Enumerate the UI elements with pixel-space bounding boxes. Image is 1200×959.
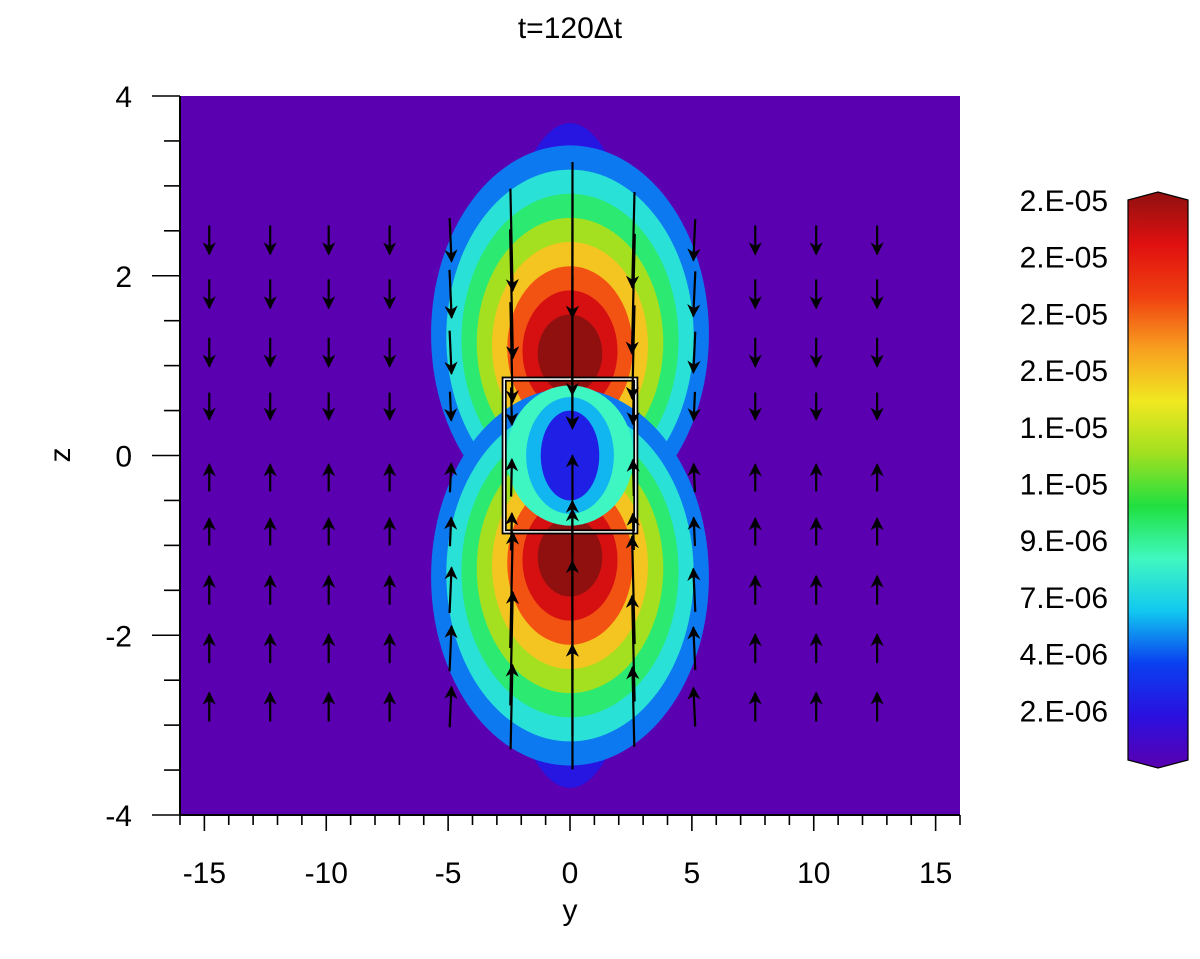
y-tick-label: -4 xyxy=(105,800,132,833)
vector-arrow xyxy=(625,305,640,401)
vector-arrow xyxy=(444,566,458,614)
vector-arrow xyxy=(626,387,640,426)
vector-arrow xyxy=(444,462,458,493)
colorbar-gradient xyxy=(1127,191,1189,769)
vector-arrow xyxy=(444,624,458,672)
field-lobe-level xyxy=(537,517,603,597)
vector-arrow xyxy=(505,302,519,404)
vector-arrow xyxy=(687,686,701,727)
y-axis: -4 -2 0 2 4 xyxy=(105,81,181,833)
vector-arrow xyxy=(687,271,701,318)
vector-arrow xyxy=(505,458,519,497)
colorbar-label: 7.E-06 xyxy=(1020,582,1108,615)
vector-arrow xyxy=(444,391,458,422)
vector-arrow xyxy=(687,219,701,262)
vector-arrow xyxy=(625,233,639,355)
cavity-center xyxy=(540,410,600,501)
vector-arrow xyxy=(505,663,519,750)
vector-arrow xyxy=(444,516,458,547)
colorbar-label: 2.E-05 xyxy=(1020,355,1108,388)
y-tick-label: 2 xyxy=(115,261,132,294)
field-lobe-level xyxy=(537,314,603,394)
x-axis-label: y xyxy=(563,894,578,927)
colorbar-label: 1.E-05 xyxy=(1020,469,1108,502)
x-tick-label: 10 xyxy=(797,857,830,890)
vector-arrow xyxy=(444,330,458,375)
colorbar-legend: 2.E-05 2.E-05 2.E-05 2.E-05 1.E-05 1.E-05 9.E-… xyxy=(1020,185,1189,769)
vector-arrow xyxy=(506,229,520,360)
x-tick-label: 15 xyxy=(919,857,952,890)
x-axis: -15 -10 -5 0 5 10 15 xyxy=(179,814,961,890)
x-tick-label: -15 xyxy=(183,857,226,890)
vector-arrow xyxy=(687,391,701,422)
vector-arrow xyxy=(444,685,458,728)
vector-arrow xyxy=(505,188,519,293)
y-tick-label: -2 xyxy=(105,620,132,653)
vector-arrow xyxy=(687,462,701,493)
y-tick-label: 0 xyxy=(115,441,132,474)
vector-arrow xyxy=(687,516,701,547)
vector-arrow xyxy=(687,567,701,612)
colorbar-label: 9.E-06 xyxy=(1020,525,1108,558)
colorbar-label: 2.E-05 xyxy=(1020,185,1108,218)
vector-arrow xyxy=(625,535,639,645)
colorbar-label: 2.E-06 xyxy=(1020,695,1108,728)
y-tick-label: 4 xyxy=(115,81,132,114)
colorbar-label: 1.E-05 xyxy=(1020,412,1108,445)
vector-arrow xyxy=(625,594,640,702)
colorbar-label: 2.E-05 xyxy=(1020,242,1108,275)
region-box xyxy=(501,376,639,535)
vector-arrow xyxy=(505,531,520,649)
vector-arrow xyxy=(687,626,701,671)
vector-arrow xyxy=(626,666,640,747)
heatmap-contours xyxy=(431,122,709,789)
x-tick-label: -5 xyxy=(435,857,462,890)
x-tick-label: 0 xyxy=(562,857,579,890)
region-box-inner xyxy=(503,378,637,533)
chart-title: t=120Δt xyxy=(518,12,623,45)
x-tick-label: 5 xyxy=(684,857,701,890)
plot-area xyxy=(180,96,960,815)
vector-arrow xyxy=(444,269,458,319)
x-tick-label: -10 xyxy=(305,857,348,890)
vector-arrow xyxy=(625,191,640,289)
vector-arrow xyxy=(626,458,640,497)
vector-arrow xyxy=(444,218,458,263)
vector-arrow xyxy=(505,387,519,426)
vector-arrow xyxy=(505,590,520,706)
vector-field xyxy=(202,162,884,770)
colorbar-label: 2.E-05 xyxy=(1020,298,1108,331)
vector-arrow xyxy=(687,331,701,374)
colorbar-label: 4.E-06 xyxy=(1020,639,1108,672)
y-axis-label: z xyxy=(44,448,77,463)
